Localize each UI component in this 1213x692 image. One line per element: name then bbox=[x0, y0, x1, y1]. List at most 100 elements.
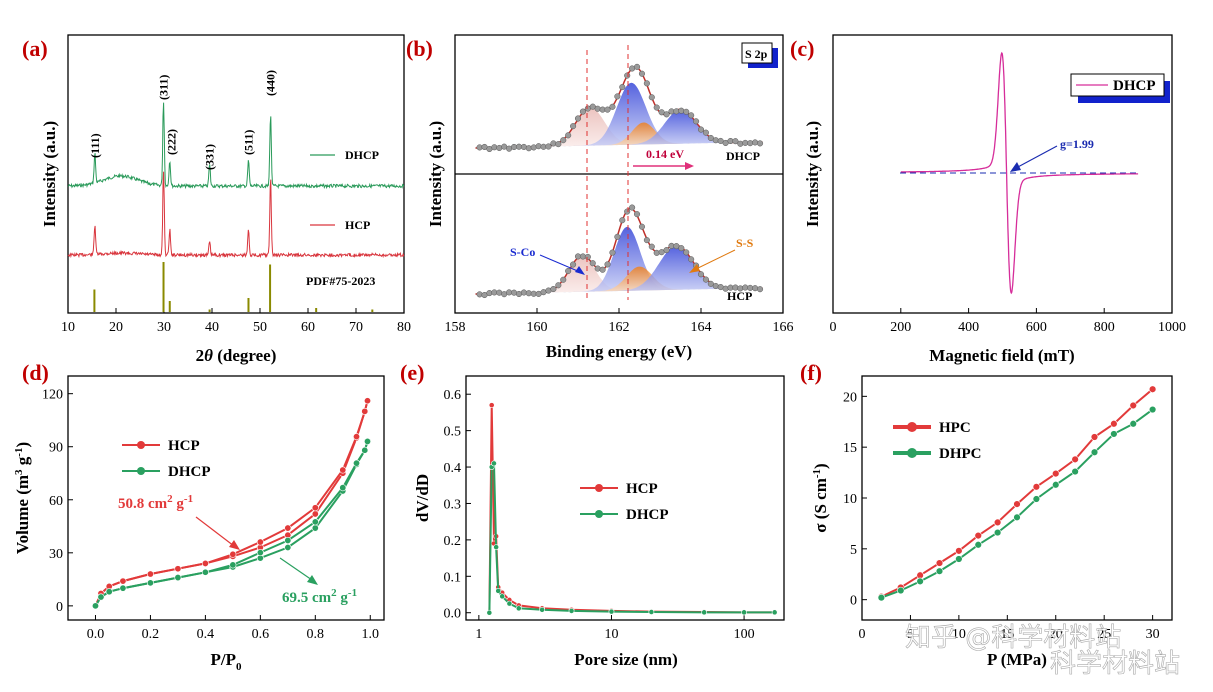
panel-letter-e: (e) bbox=[400, 360, 424, 385]
xps-dhcp-data-point bbox=[756, 140, 764, 147]
desorption-hcp-point bbox=[201, 559, 209, 567]
desorption-hcp-point bbox=[339, 466, 347, 474]
isotherm-dhcp-point bbox=[284, 544, 292, 552]
legend-label-f: DHPC bbox=[939, 446, 982, 462]
isotherm-series-d bbox=[91, 397, 372, 610]
shift-arrowhead-b bbox=[685, 162, 694, 170]
conductivity-hpc-point bbox=[1013, 500, 1021, 508]
conductivity-hpc-point bbox=[1148, 385, 1157, 393]
desorption-hcp-point bbox=[229, 550, 237, 558]
xps-hcp-data-point bbox=[638, 223, 646, 230]
legend-e: HCP DHCP bbox=[580, 481, 669, 523]
xps-dhcp-data-point bbox=[555, 141, 562, 148]
x-tick-label-a: 40 bbox=[205, 320, 219, 335]
reference-label-a: PDF#75-2023 bbox=[306, 274, 375, 288]
y-tick-label-f: 0 bbox=[850, 594, 857, 609]
desorption-dhcp-point bbox=[361, 446, 369, 454]
y-axis-title-b: Intensity (a.u.) bbox=[426, 121, 445, 227]
y-tick-label-e: 0.4 bbox=[444, 461, 462, 476]
panel-a: (a) 10 20 30 40 50 60 70 80 2θ (degree) Intensi… bbox=[22, 34, 411, 365]
pore-dhcp-point bbox=[493, 544, 500, 551]
conductivity-dhpc-point bbox=[955, 555, 963, 563]
x-tick-label-c: 600 bbox=[1026, 320, 1047, 335]
xps-dhcp-component bbox=[475, 109, 763, 148]
desorption-dhcp-point bbox=[91, 602, 99, 610]
xps-fit-hcp bbox=[475, 204, 764, 299]
conductivity-dhpc-point bbox=[877, 593, 886, 602]
series-line-hcp-a bbox=[67, 171, 405, 259]
xps-hcp-data-point bbox=[712, 282, 719, 290]
label-ss-b: S-S bbox=[736, 236, 754, 250]
conductivity-dhpc-point bbox=[993, 528, 1002, 537]
desorption-hcp-point bbox=[284, 524, 292, 532]
x-tick-label-b: 160 bbox=[527, 320, 548, 335]
pore-dhcp-point bbox=[515, 605, 522, 612]
conductivity-dhpc-point bbox=[916, 577, 924, 586]
conductivity-hpc-point bbox=[935, 559, 944, 567]
legend-f: HPC DHPC bbox=[893, 420, 982, 462]
x-tick-label-b: 158 bbox=[445, 320, 466, 335]
xps-hcp-data-point bbox=[599, 266, 606, 273]
x-tick-label-f: 30 bbox=[1146, 627, 1160, 642]
plot-frame-c bbox=[832, 34, 1173, 314]
xps-dhcp-data-point bbox=[707, 134, 714, 142]
x-tick-label-c: 200 bbox=[890, 320, 911, 335]
y-tick-label-d: 30 bbox=[49, 547, 63, 562]
area-arrowhead-dhcp-d bbox=[307, 575, 318, 585]
x-tick-label-a: 80 bbox=[397, 320, 411, 335]
peak-label-a: (311) bbox=[157, 75, 171, 100]
panel-d: (d) 0.0 0.2 0.4 0.6 0.8 1.0 0 30 60 90 120 P/P0 Vo… bbox=[13, 360, 385, 673]
g-arrowhead-c bbox=[1010, 162, 1021, 172]
conductivity-hpc-point bbox=[974, 531, 982, 540]
desorption-hcp-point bbox=[256, 538, 264, 546]
legend-marker-d bbox=[137, 467, 145, 475]
label-dhcp-b: DHCP bbox=[726, 149, 760, 163]
xps-dhcp-data-point bbox=[732, 138, 739, 145]
conductivity-hpc-point bbox=[1032, 483, 1041, 491]
y-tick-label-f: 15 bbox=[843, 441, 857, 456]
tick-labels-d: 0.0 0.2 0.4 0.6 0.8 1.0 0 30 60 90 120 bbox=[42, 388, 379, 642]
desorption-hcp-point bbox=[119, 577, 127, 585]
xps-dhcp-data-point bbox=[643, 80, 650, 87]
y-tick-label-e: 0.3 bbox=[444, 497, 462, 512]
plot-frame-e bbox=[465, 375, 785, 621]
ss-arrow-b bbox=[693, 249, 736, 271]
x-tick-label-d: 0.8 bbox=[307, 627, 325, 642]
xps-hcp-data-point bbox=[688, 256, 695, 263]
legend-d: HCP DHCP bbox=[122, 438, 211, 480]
legend-label-hcp-a: HCP bbox=[345, 218, 370, 232]
xps-hcp-component bbox=[475, 226, 763, 294]
conductivity-hpc-point bbox=[993, 518, 1002, 527]
xps-hcp-data-point bbox=[702, 276, 709, 283]
desorption-dhcp-line bbox=[94, 441, 369, 607]
pore-dhcp-point bbox=[648, 609, 655, 615]
x-axis-title-d: P/P0 bbox=[211, 650, 243, 673]
x-tick-label-b: 166 bbox=[773, 320, 794, 335]
xps-hcp-data-point bbox=[550, 285, 557, 293]
x-axis-title-b: Binding energy (eV) bbox=[546, 342, 692, 361]
desorption-hcp-point bbox=[174, 565, 182, 573]
x-tick-label-f: 20 bbox=[1049, 627, 1063, 642]
pore-dhcp-point bbox=[495, 587, 502, 594]
pore-series-e bbox=[486, 402, 778, 616]
conductivity-dhpc-point bbox=[1013, 513, 1021, 522]
desorption-dhcp-point bbox=[284, 536, 292, 544]
g-arrow-c bbox=[1015, 145, 1058, 169]
x-tick-label-b: 162 bbox=[609, 320, 630, 335]
tag-box-b bbox=[741, 42, 773, 64]
x-tick-labels-c: 0 200 400 600 800 1000 bbox=[830, 308, 1186, 335]
x-tick-label-a: 70 bbox=[349, 320, 363, 335]
area-arrow-dhcp-d bbox=[279, 557, 313, 581]
legend-label-f: HPC bbox=[939, 420, 971, 436]
legend-label-e: HCP bbox=[626, 481, 658, 497]
desorption-dhcp-point bbox=[353, 459, 361, 467]
x-tick-label-e: 10 bbox=[604, 627, 618, 642]
desorption-dhcp-point bbox=[311, 518, 319, 526]
area-label-hcp-d: 50.8 cm2 g-1 bbox=[118, 493, 193, 512]
label-hcp-b: HCP bbox=[727, 289, 752, 303]
xps-dhcp-data-point bbox=[648, 94, 655, 101]
x-tick-label-d: 0.0 bbox=[87, 627, 105, 642]
isotherm-dhcp-point bbox=[311, 524, 319, 532]
isotherm-hcp-point bbox=[311, 510, 319, 518]
xps-dhcp-data-point bbox=[614, 93, 621, 100]
